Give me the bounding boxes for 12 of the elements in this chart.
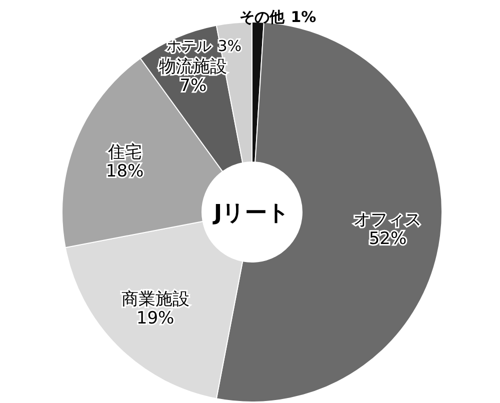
slice-label: ホテル <box>166 36 212 55</box>
text: Jリート <box>212 201 290 226</box>
data-label: 1% <box>290 8 316 26</box>
data-label: 19% <box>136 308 174 329</box>
slice-label: 商業施設 <box>121 290 190 310</box>
data-label: 18% <box>106 162 144 182</box>
slice-label: その他 <box>240 8 286 26</box>
slice-label: 住宅 <box>106 142 142 163</box>
data-label: 3% <box>218 36 242 55</box>
slice-label: オフィス <box>354 210 422 230</box>
data-label: 52% <box>368 229 407 250</box>
data-label: 7% <box>180 76 207 96</box>
